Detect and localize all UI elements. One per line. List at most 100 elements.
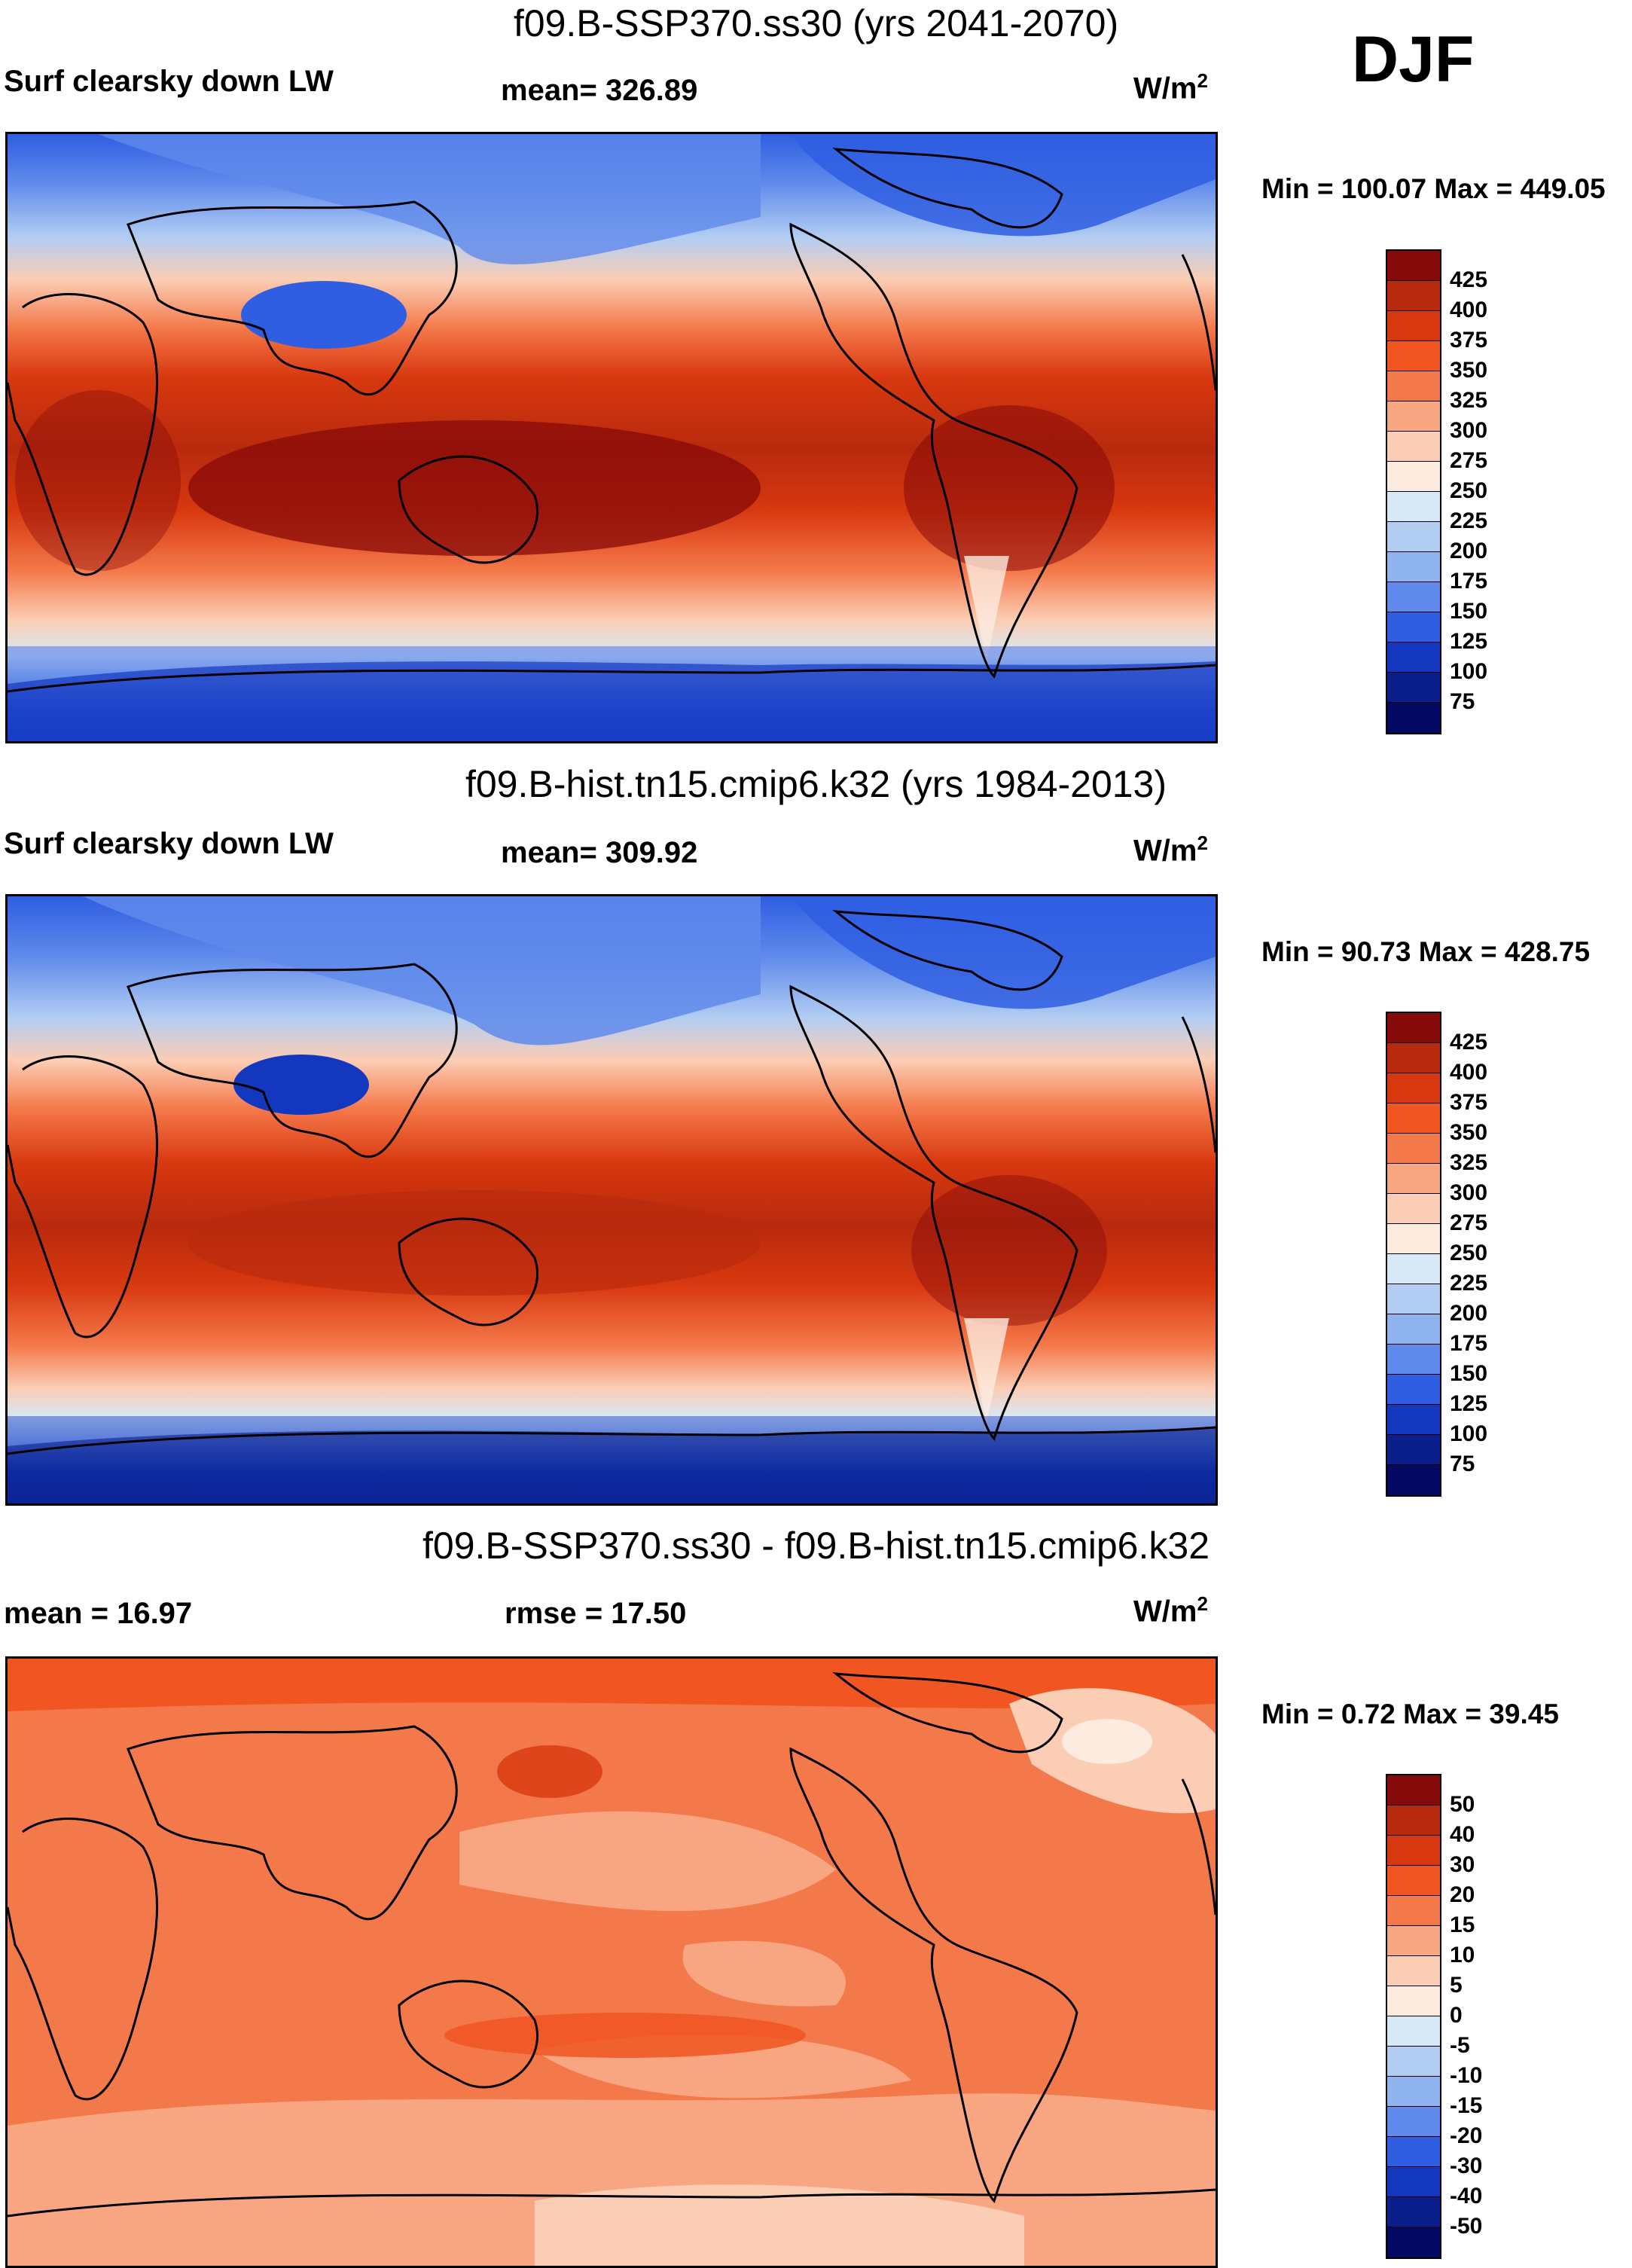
panel1-colorbar	[1386, 249, 1441, 734]
panel3-colorbar-box	[1387, 2107, 1440, 2137]
panel1-colorbar-box	[1387, 462, 1440, 492]
panel3-colorbar-tick: 50	[1450, 1792, 1475, 1817]
panel2-colorbar-tick: 75	[1450, 1451, 1475, 1476]
panel3-colorbar-box	[1387, 1896, 1440, 1926]
panel2-units: W/m2	[1133, 832, 1208, 868]
panel1-colorbar-tick: 100	[1450, 659, 1488, 684]
panel1-colorbar-box	[1387, 582, 1440, 612]
panel1-colorbar-tick: 75	[1450, 689, 1475, 714]
panel3-colorbar-tick: -15	[1450, 2093, 1483, 2118]
panel1-colorbar-tick: 200	[1450, 539, 1488, 563]
panel3-colorbar-tick: 10	[1450, 1943, 1475, 1967]
panel2-colorbar-box	[1387, 1134, 1440, 1164]
panel2-colorbar-box	[1387, 1013, 1440, 1043]
panel1-minmax: Min = 100.07 Max = 449.05	[1261, 173, 1606, 204]
panel2-title: f09.B-hist.tn15.cmip6.k32 (yrs 1984-2013…	[465, 763, 1167, 805]
panel3-colorbar-box	[1387, 2077, 1440, 2107]
panel1-map-svg	[8, 134, 1216, 741]
panel3-colorbar-box	[1387, 1836, 1440, 1866]
panel1-colorbar-box	[1387, 311, 1440, 341]
panel2-colorbar	[1386, 1012, 1441, 1497]
panel3-map	[5, 1656, 1218, 2268]
panel2-colorbar-box	[1387, 1465, 1440, 1495]
panel1-title: f09.B-SSP370.ss30 (yrs 2041-2070)	[513, 2, 1119, 44]
panel1-map	[5, 132, 1218, 743]
panel1-colorbar-box	[1387, 673, 1440, 703]
panel1-colorbar-tick: 125	[1450, 629, 1488, 654]
panel3-colorbar-box	[1387, 1926, 1440, 1956]
panel3-colorbar-tick: -30	[1450, 2154, 1483, 2178]
panel1-variable-label: Surf clearsky down LW	[4, 65, 334, 98]
panel2-colorbar-tick: 125	[1450, 1391, 1488, 1416]
panel3-colorbar-box	[1387, 2167, 1440, 2197]
panel1-colorbar-tick: 375	[1450, 328, 1488, 353]
panel1-colorbar-tick: 150	[1450, 599, 1488, 624]
panel1-colorbar-box	[1387, 401, 1440, 432]
panel3-colorbar-box	[1387, 1806, 1440, 1836]
panel1-colorbar-box	[1387, 703, 1440, 733]
panel2-colorbar-box	[1387, 1405, 1440, 1435]
panel3-colorbar-box	[1387, 1956, 1440, 1986]
panel3-colorbar-box	[1387, 2016, 1440, 2047]
panel2-map-svg	[8, 896, 1216, 1503]
panel2-colorbar-box	[1387, 1435, 1440, 1465]
panel2-minmax: Min = 90.73 Max = 428.75	[1261, 936, 1591, 967]
panel3-colorbar-box	[1387, 2047, 1440, 2077]
panel3-colorbar-tick: 0	[1450, 2003, 1463, 2028]
panel2-colorbar-tick: 150	[1450, 1361, 1488, 1386]
panel2-mean-label: mean= 309.92	[501, 836, 698, 869]
panel1-colorbar-tick: 275	[1450, 448, 1488, 473]
panel2-colorbar-tick: 350	[1450, 1120, 1488, 1145]
panel3-title: f09.B-SSP370.ss30 - f09.B-hist.tn15.cmip…	[422, 1525, 1210, 1567]
panel3-colorbar-box	[1387, 1986, 1440, 2016]
panel3-colorbar-box	[1387, 2197, 1440, 2227]
season-label: DJF	[1352, 23, 1475, 96]
panel2-colorbar-box	[1387, 1345, 1440, 1375]
panel1-colorbar-box	[1387, 281, 1440, 311]
panel2-colorbar-tick: 175	[1450, 1331, 1488, 1356]
panel3-colorbar-tick: -40	[1450, 2184, 1483, 2208]
panel3-minmax: Min = 0.72 Max = 39.45	[1261, 1699, 1559, 1729]
panel1-units: W/m2	[1133, 69, 1208, 105]
panel2-colorbar-box	[1387, 1194, 1440, 1224]
panel3-colorbar-tick: -10	[1450, 2063, 1483, 2088]
panel3-colorbar-tick: -50	[1450, 2214, 1483, 2239]
panel3-rmse-label: rmse = 17.50	[505, 1597, 687, 1630]
panel2-colorbar-box	[1387, 1103, 1440, 1134]
panel3-mean-label: mean = 16.97	[4, 1597, 193, 1630]
panel1-mean-label: mean= 326.89	[501, 74, 698, 107]
panel3-map-svg	[8, 1659, 1216, 2266]
panel1-colorbar-box	[1387, 552, 1440, 582]
panel3-colorbar-tick: 5	[1450, 1973, 1463, 1998]
panel2-colorbar-box	[1387, 1224, 1440, 1254]
panel3-colorbar-tick: 40	[1450, 1822, 1475, 1847]
panel1-colorbar-box	[1387, 643, 1440, 673]
panel2-colorbar-box	[1387, 1073, 1440, 1103]
panel2-variable-label: Surf clearsky down LW	[4, 827, 334, 860]
panel2-colorbar-tick: 275	[1450, 1210, 1488, 1235]
panel3-colorbar-tick: 20	[1450, 1882, 1475, 1907]
panel3-colorbar-box	[1387, 2227, 1440, 2257]
panel1-colorbar-tick: 325	[1450, 388, 1488, 413]
panel3-colorbar	[1386, 1774, 1441, 2259]
panel1-colorbar-tick: 400	[1450, 298, 1488, 322]
panel2-colorbar-tick: 400	[1450, 1060, 1488, 1085]
panel1-colorbar-tick: 425	[1450, 267, 1488, 292]
panel2-colorbar-box	[1387, 1284, 1440, 1314]
panel1-colorbar-box	[1387, 492, 1440, 522]
panel3-colorbar-box	[1387, 1866, 1440, 1896]
panel1-colorbar-box	[1387, 432, 1440, 462]
panel2-colorbar-box	[1387, 1164, 1440, 1194]
panel1-colorbar-box	[1387, 371, 1440, 401]
panel3-colorbar-box	[1387, 1775, 1440, 1806]
panel2-colorbar-box	[1387, 1314, 1440, 1345]
panel1-colorbar-tick: 300	[1450, 418, 1488, 443]
panel1-colorbar-box	[1387, 612, 1440, 643]
panel2-colorbar-tick: 300	[1450, 1180, 1488, 1205]
panel1-colorbar-tick: 250	[1450, 478, 1488, 503]
panel3-colorbar-tick: 30	[1450, 1852, 1475, 1877]
panel3-units: W/m2	[1133, 1592, 1208, 1629]
panel3-colorbar-tick: -5	[1450, 2033, 1470, 2058]
panel1-colorbar-tick: 175	[1450, 569, 1488, 594]
panel2-colorbar-tick: 200	[1450, 1301, 1488, 1326]
